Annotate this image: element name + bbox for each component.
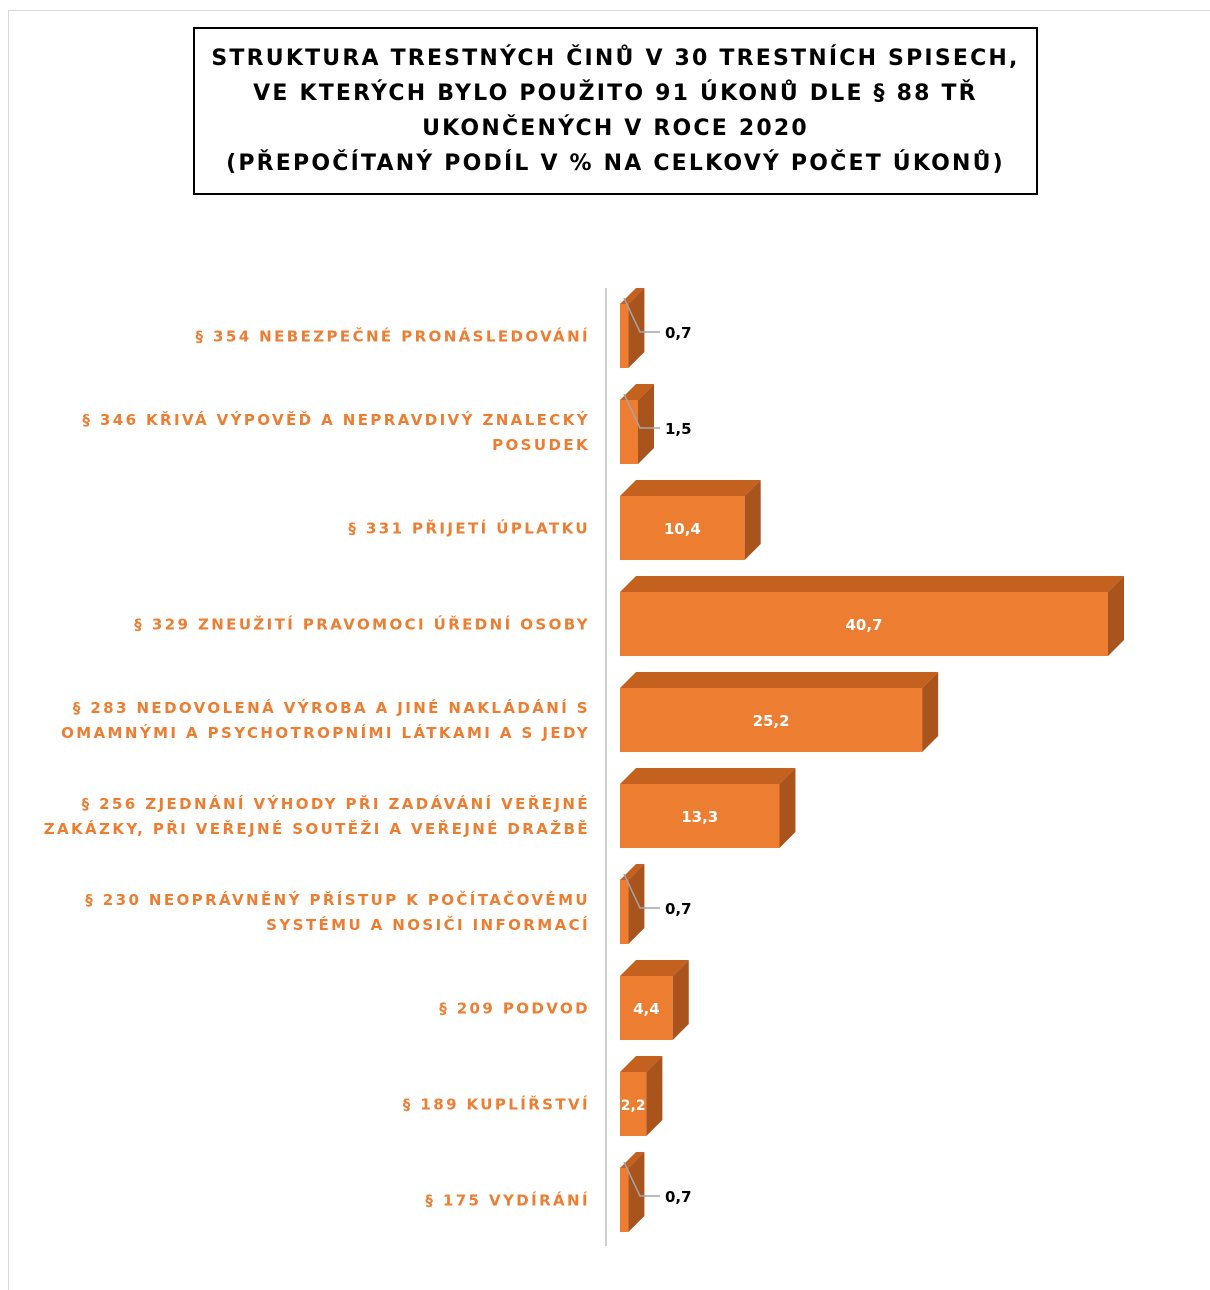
bar-side-face [1108,576,1124,656]
category-label: § 209 PODVOD [30,997,590,1022]
chart-title-line-4: (PŘEPOČÍTANÝ PODÍL V % NA CELKOVÝ POČET … [226,151,1005,176]
bar-side-face [646,1056,663,1136]
category-label: § 230 NEOPRÁVNĚNÝ PŘÍSTUP K POČÍTAČOVÉMU… [30,888,590,938]
bar [620,304,629,368]
bar [620,1168,629,1232]
category-label-line: § 256 ZJEDNÁNÍ VÝHODY PŘI ZADÁVÁNÍ VEŘEJ… [81,795,590,813]
leader-line [623,393,660,429]
bar [620,880,629,944]
data-label: 10,4 [664,520,701,538]
bar-top-face [620,768,796,784]
category-label-line: OMAMNÝMI A PSYCHOTROPNÍMI LÁTKAMI A S JE… [61,724,590,742]
category-label-line: POSUDEK [492,436,590,454]
bar-top-face [620,864,645,880]
data-label: 2,2 [621,1098,646,1114]
bar-top-face [620,672,939,688]
bar [620,784,780,848]
category-label: § 346 KŘIVÁ VÝPOVĚĎ A NEPRAVDIVÝ ZNALECK… [30,408,590,458]
bar-top-face [620,1152,645,1168]
category-label-line: § 329 ZNEUŽITÍ PRAVOMOCI ÚŘEDNÍ OSOBY [134,615,590,634]
bar-side-face [637,384,654,464]
category-label-line: § 230 NEOPRÁVNĚNÝ PŘÍSTUP K POČÍTAČOVÉMU [85,891,590,909]
leader-line [623,1161,660,1197]
bar-top-face [620,288,645,304]
chart-title: STRUKTURA TRESTNÝCH ČINŮ V 30 TRESTNÍCH … [193,27,1038,195]
bar-side-face [922,672,939,752]
category-label-line: § 209 PODVOD [439,999,590,1018]
data-label: 25,2 [753,712,790,730]
chart-area [8,10,1210,1290]
category-label: § 354 NEBEZPEČNÉ PRONÁSLEDOVÁNÍ [30,325,590,350]
bar-top-face [620,576,1124,592]
leader-line [623,297,660,333]
bar-side-face [628,1152,645,1232]
bar [620,976,673,1040]
data-label: 13,3 [681,808,718,826]
bar-top-face [620,960,689,976]
category-label-line: ZAKÁZKY, PŘI VEŘEJNÉ SOUTĚŽI A VEŘEJNÉ D… [43,820,590,838]
data-label: 1,5 [665,420,692,438]
bar-top-face [620,480,761,496]
data-label: 40,7 [845,616,882,634]
category-label-line: § 354 NEBEZPEČNÉ PRONÁSLEDOVÁNÍ [195,327,590,346]
chart-title-line-1: STRUKTURA TRESTNÝCH ČINŮ V 30 TRESTNÍCH … [211,46,1020,71]
bar-side-face [779,768,796,848]
bar-side-face [672,960,689,1040]
bar [620,592,1108,656]
chart-title-line-3: UKONČENÝCH V ROCE 2020 [422,116,809,141]
data-label: 0,7 [665,1188,692,1206]
bar [620,400,638,464]
category-label: § 189 KUPLÍŘSTVÍ [30,1093,590,1118]
bar-side-face [744,480,761,560]
bar [620,496,745,560]
category-label: § 175 VYDÍRÁNÍ [30,1189,590,1214]
category-label-line: § 189 KUPLÍŘSTVÍ [402,1095,590,1114]
category-label: § 329 ZNEUŽITÍ PRAVOMOCI ÚŘEDNÍ OSOBY [30,613,590,638]
chart-title-line-2: VE KTERÝCH BYLO POUŽITO 91 ÚKONŮ DLE § 8… [253,81,978,106]
category-label: § 331 PŘIJETÍ ÚPLATKU [30,517,590,542]
category-label-line: § 346 KŘIVÁ VÝPOVĚĎ A NEPRAVDIVÝ ZNALECK… [82,411,590,429]
category-label-line: § 331 PŘIJETÍ ÚPLATKU [348,519,590,538]
category-label-line: § 283 NEDOVOLENÁ VÝROBA A JINÉ NAKLÁDÁNÍ… [72,699,590,717]
bar-side-face [628,288,645,368]
data-label: 0,7 [665,900,692,918]
data-label: 0,7 [665,324,692,342]
bar-top-face [620,1056,663,1072]
category-label: § 283 NEDOVOLENÁ VÝROBA A JINÉ NAKLÁDÁNÍ… [30,696,590,746]
bar-side-face [628,864,645,944]
category-label: § 256 ZJEDNÁNÍ VÝHODY PŘI ZADÁVÁNÍ VEŘEJ… [30,792,590,842]
bar-top-face [620,384,654,400]
category-label-line: § 175 VYDÍRÁNÍ [425,1191,590,1210]
bar [620,1072,647,1136]
data-label: 4,4 [633,1000,660,1018]
leader-line [623,873,660,909]
bar [620,688,923,752]
category-label-line: SYSTÉMU A NOSIČI INFORMACÍ [266,916,590,934]
